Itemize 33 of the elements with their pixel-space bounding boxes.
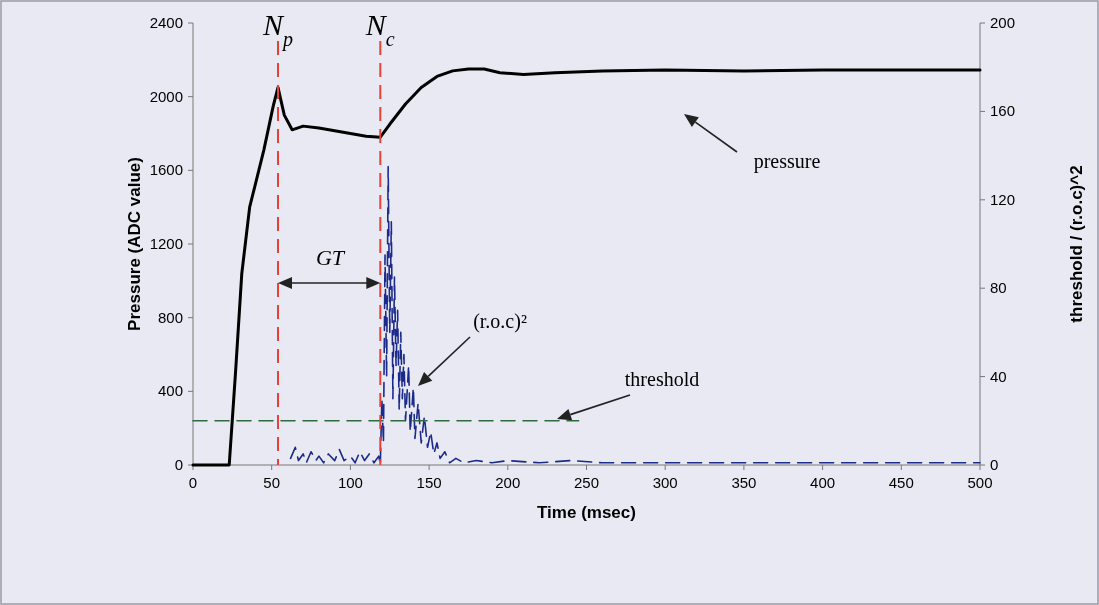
annotation: pressure xyxy=(753,150,821,173)
y-tick-label: 0 xyxy=(174,456,183,473)
y2-tick-label: 200 xyxy=(990,14,1016,31)
y2-tick-label: 0 xyxy=(990,456,999,473)
ref-line-label: N$_{p}$ xyxy=(261,8,293,51)
y-tick-label: 1600 xyxy=(149,161,183,179)
x-tick-label: 400 xyxy=(810,474,836,491)
y2-axis-title: threshold / (r.o.c)^2 xyxy=(1067,165,1086,323)
y-tick-label: 2000 xyxy=(149,87,183,105)
x-axis-title: Time (msec) xyxy=(537,503,636,522)
annotation: GT xyxy=(315,245,346,270)
y-tick-label: 800 xyxy=(157,308,183,326)
y-tick-label: 400 xyxy=(157,382,183,400)
y-tick-label: 2400 xyxy=(149,14,183,31)
x-tick-label: 350 xyxy=(731,474,757,491)
annotation: threshold xyxy=(624,368,700,390)
x-tick-label: 250 xyxy=(573,474,600,491)
annotation: (r.o.c)² xyxy=(473,310,527,333)
ref-line-label: N$_{c}$ xyxy=(364,8,395,50)
y-axis-title: Pressure (ADC value) xyxy=(125,157,144,331)
x-tick-label: 500 xyxy=(967,474,993,491)
y2-tick-label: 160 xyxy=(990,102,1016,120)
x-tick-label: 50 xyxy=(263,474,281,491)
x-tick-label: 100 xyxy=(337,474,363,491)
y-tick-label: 1200 xyxy=(149,235,183,252)
x-tick-label: 300 xyxy=(652,474,678,491)
y2-tick-label: 40 xyxy=(990,367,1007,385)
x-tick-label: 150 xyxy=(416,474,442,491)
y2-tick-label: 120 xyxy=(990,190,1016,208)
x-tick-label: 450 xyxy=(888,474,914,491)
x-tick-label: 0 xyxy=(188,474,198,491)
y2-tick-label: 80 xyxy=(990,279,1007,297)
x-tick-label: 200 xyxy=(495,474,521,491)
